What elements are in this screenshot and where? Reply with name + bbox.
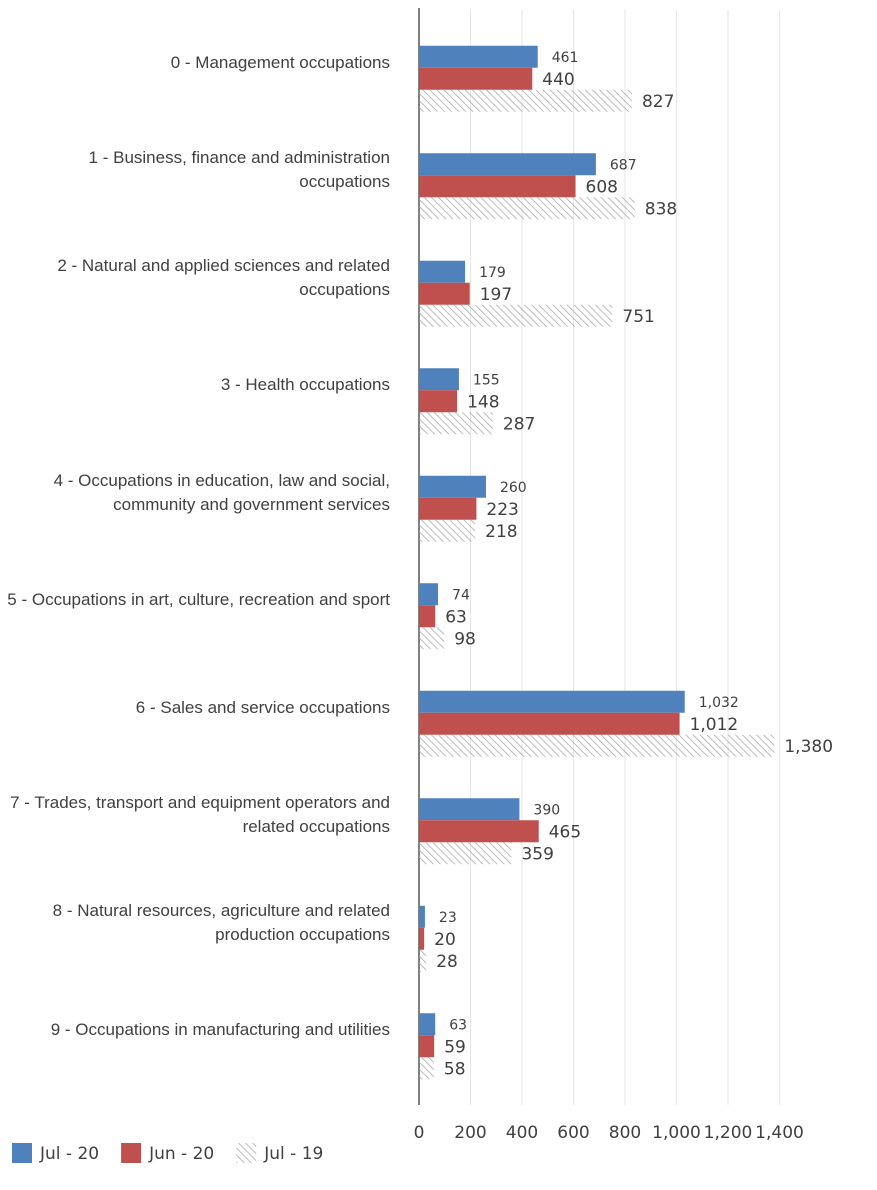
x-tick-label: 1,200 [704, 1123, 753, 1143]
x-tick-label: 800 [609, 1123, 641, 1143]
category-label: 4 - Occupations in education, law and so… [53, 470, 390, 514]
bar [419, 260, 466, 283]
value-label: 63 [445, 607, 467, 627]
bar [419, 519, 476, 542]
bar [419, 605, 436, 628]
x-tick-label: 1,400 [755, 1123, 804, 1143]
bar [419, 905, 425, 928]
bar [419, 412, 493, 435]
category-label: 6 - Sales and service occupations [135, 697, 390, 717]
bar [419, 45, 538, 68]
x-tick-label: 400 [506, 1123, 538, 1143]
x-tick-label: 200 [454, 1123, 486, 1143]
value-label: 1,032 [699, 695, 739, 711]
bar [419, 175, 576, 198]
category-label: 7 - Trades, transport and equipment oper… [10, 793, 390, 837]
value-label: 687 [610, 157, 637, 173]
bar [419, 583, 439, 606]
category-label: 5 - Occupations in art, culture, recreat… [7, 590, 390, 610]
value-label: 197 [480, 285, 512, 305]
bar [419, 949, 427, 972]
value-label: 390 [533, 802, 560, 818]
bar [419, 798, 520, 821]
bar [419, 197, 635, 220]
value-label: 58 [444, 1059, 466, 1079]
value-label: 751 [622, 307, 654, 327]
bar [419, 153, 596, 176]
bar [419, 820, 539, 843]
value-label: 63 [449, 1017, 467, 1033]
category-label: 9 - Occupations in manufacturing and uti… [50, 1020, 390, 1040]
value-label: 155 [473, 372, 500, 388]
bar [419, 67, 533, 90]
bar [419, 627, 445, 650]
value-label: 838 [645, 199, 677, 219]
bar [419, 368, 459, 391]
category-label: 1 - Business, finance and administration… [88, 148, 390, 192]
value-label: 98 [454, 629, 476, 649]
x-tick-label: 1,000 [652, 1123, 701, 1143]
bar [419, 842, 512, 865]
bar [419, 712, 680, 735]
bar [419, 690, 685, 713]
value-label: 218 [485, 522, 517, 542]
bar [419, 1013, 436, 1036]
bar [419, 304, 613, 327]
value-label: 465 [549, 822, 581, 842]
legend-label: Jul - 19 [263, 1144, 323, 1164]
bar [419, 927, 425, 950]
legend-label: Jul - 20 [39, 1144, 99, 1164]
value-label: 74 [452, 587, 470, 603]
category-label: 0 - Management occupations [170, 52, 390, 72]
value-label: 23 [439, 910, 457, 926]
value-label: 28 [436, 952, 458, 972]
bar [419, 1057, 434, 1080]
bar [419, 89, 632, 112]
bar [419, 1035, 435, 1058]
value-label: 359 [521, 844, 553, 864]
value-label: 287 [503, 414, 535, 434]
value-label: 59 [444, 1037, 466, 1057]
value-label: 260 [500, 480, 527, 496]
value-label: 827 [642, 92, 674, 112]
legend-swatch [12, 1143, 32, 1163]
x-tick-label: 600 [557, 1123, 589, 1143]
value-label: 223 [486, 500, 518, 520]
value-label: 461 [552, 50, 579, 66]
value-label: 440 [542, 70, 574, 90]
legend-label: Jun - 20 [148, 1144, 214, 1164]
value-label: 148 [467, 392, 499, 412]
value-label: 20 [434, 930, 456, 950]
legend-swatch [121, 1143, 142, 1163]
category-label: 3 - Health occupations [220, 375, 390, 395]
bar [419, 390, 458, 413]
category-label: 8 - Natural resources, agriculture and r… [52, 900, 390, 944]
bar [419, 734, 775, 757]
value-label: 1,380 [784, 737, 833, 757]
value-label: 179 [479, 265, 506, 281]
x-tick-label: 0 [414, 1123, 425, 1143]
category-label: 2 - Natural and applied sciences and rel… [57, 255, 390, 299]
bar [419, 497, 477, 520]
value-label: 608 [586, 177, 618, 197]
bar [419, 282, 470, 305]
bar [419, 475, 486, 498]
legend-swatch [236, 1143, 257, 1163]
value-label: 1,012 [690, 715, 739, 735]
